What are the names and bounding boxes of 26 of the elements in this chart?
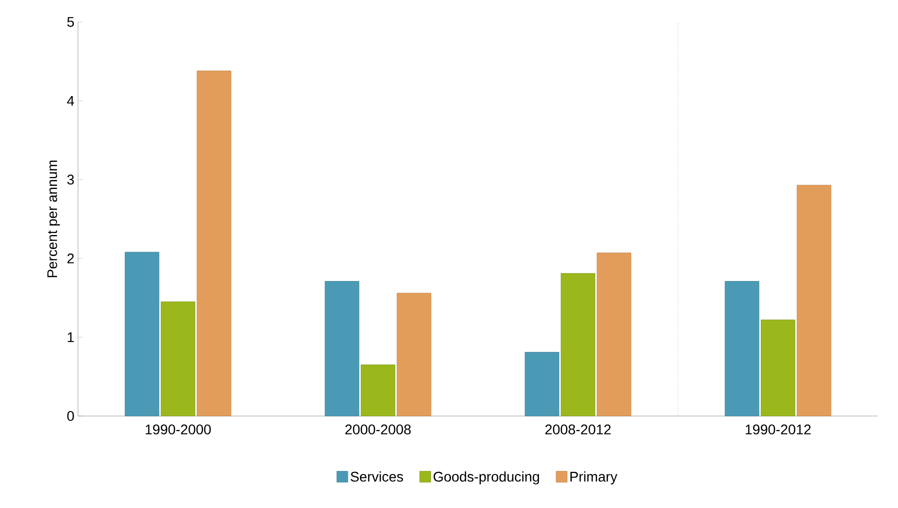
bar <box>360 364 396 416</box>
legend-label: Primary <box>570 471 618 484</box>
x-tick-label: 2008-2012 <box>545 424 611 434</box>
y-axis-title: Percent per annum <box>47 160 60 278</box>
y-tick-label: 2 <box>67 254 74 264</box>
bar <box>324 281 360 416</box>
bar <box>160 302 196 416</box>
legend-label: Services <box>350 471 404 482</box>
bar <box>796 184 832 416</box>
bar <box>196 70 232 416</box>
bar <box>124 252 160 416</box>
bar <box>524 352 560 416</box>
x-tick-label: 1990-2012 <box>746 424 811 434</box>
bar <box>724 281 760 416</box>
bar <box>396 292 432 416</box>
x-tick-label: 1990-2000 <box>146 424 211 434</box>
y-tick-label: 1 <box>68 332 74 342</box>
x-tick-label: 2000-2008 <box>345 424 411 434</box>
y-tick-label: 3 <box>67 174 74 185</box>
y-tick-label: 0 <box>67 411 74 421</box>
y-tick-label: 4 <box>67 96 74 106</box>
bar <box>596 252 632 416</box>
bar <box>760 320 796 416</box>
legend-label: Goods-producing <box>434 471 540 484</box>
y-tick-label: 5 <box>67 17 74 27</box>
bar <box>560 273 596 416</box>
